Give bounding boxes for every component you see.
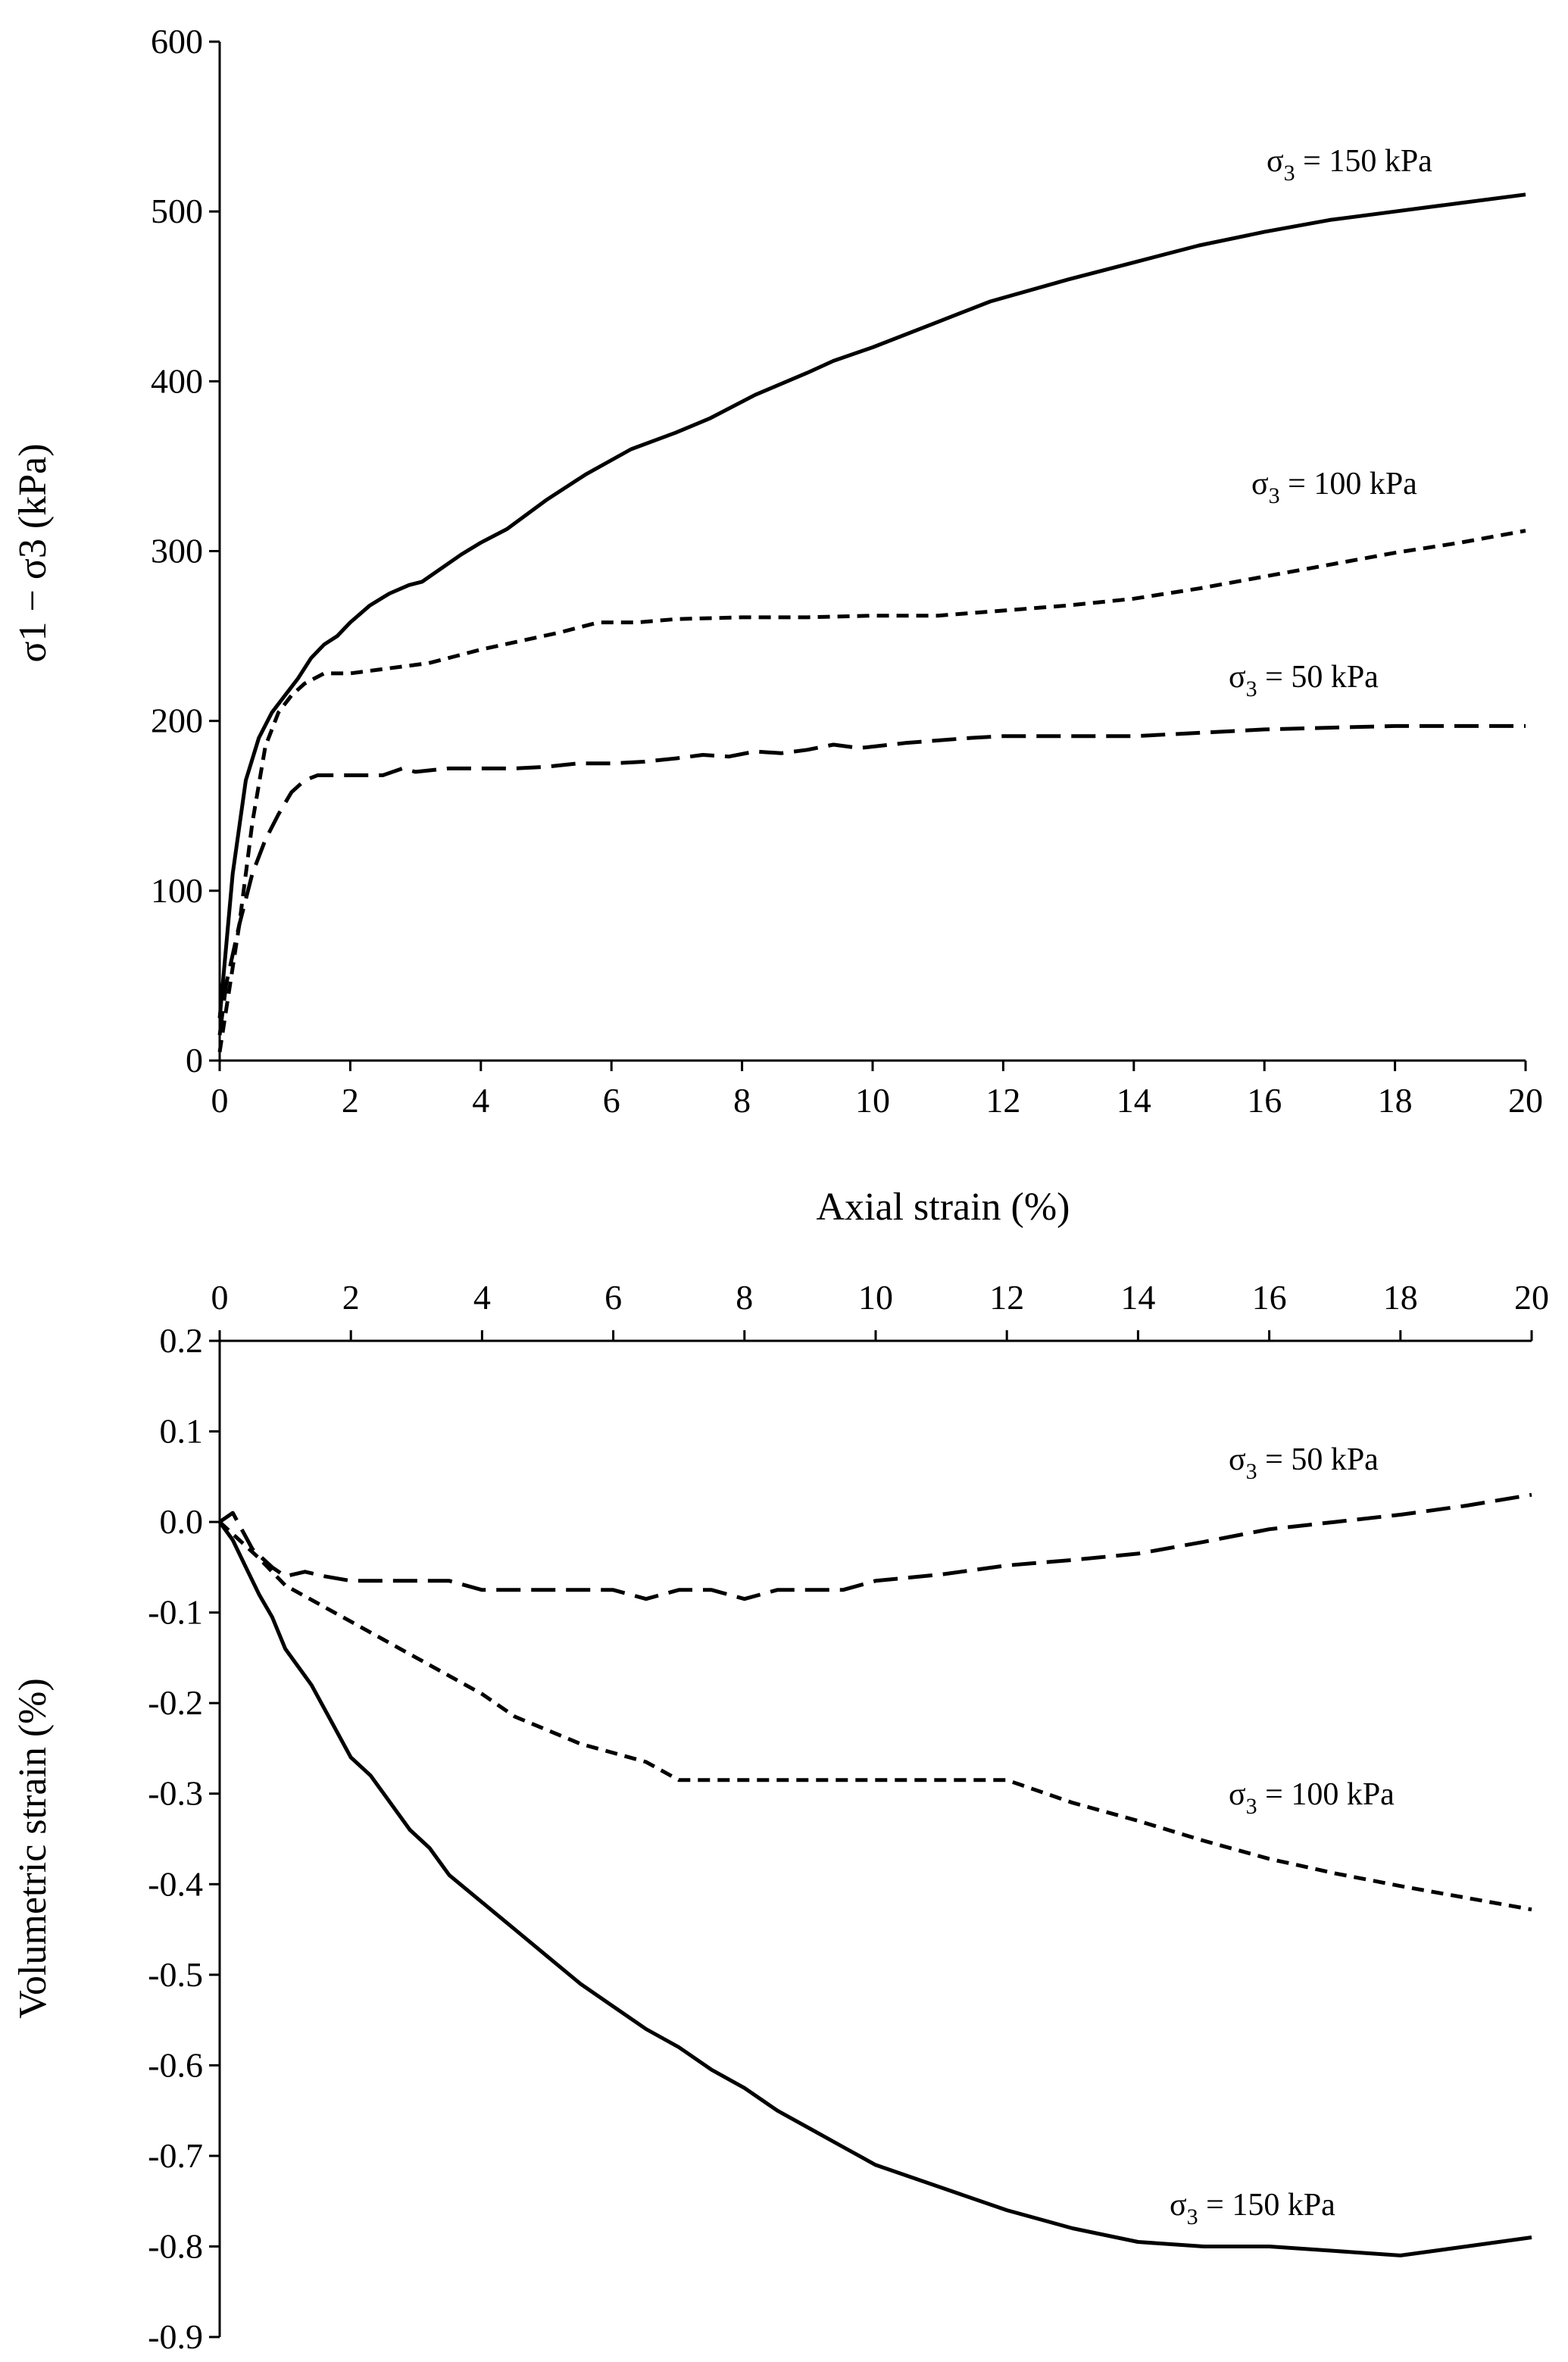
x-tick-label: 20 <box>1508 1081 1543 1120</box>
curve-label-150: σ3 = 150 kPa <box>1267 144 1432 186</box>
x-tick-label: 0 <box>211 1278 229 1317</box>
series-group <box>217 1492 1532 2257</box>
series-line-50kpa <box>218 1492 1532 1601</box>
x-tick-label: 18 <box>1378 1081 1413 1120</box>
series-line-150kpa <box>217 1520 1532 2257</box>
x-tick-label: 4 <box>472 1081 489 1120</box>
curve-label-150: σ3 = 150 kPa <box>1170 2188 1335 2229</box>
y-tick-label: -0.1 <box>148 1593 203 1632</box>
curve-labels: σ3 = 50 kPa σ3 = 100 kPa σ3 = 150 kPa <box>1170 1442 1395 2229</box>
y-tick-label: -0.2 <box>148 1683 203 1722</box>
y-tick-label: 0.1 <box>160 1412 204 1451</box>
x-tick-label: 12 <box>985 1081 1020 1120</box>
x-tick-label: 2 <box>342 1081 359 1120</box>
curve-labels: σ3 = 150 kPa σ3 = 100 kPa σ3 = 50 kPa <box>1229 144 1432 701</box>
curve-label-50: σ3 = 50 kPa <box>1229 1442 1379 1484</box>
series-line-100kpa <box>218 1520 1532 1912</box>
y-tick-label: 100 <box>151 871 203 910</box>
y-tick-label: 0 <box>186 1041 203 1079</box>
x-axis-ticks: 0 2 4 6 8 10 12 14 16 18 20 <box>211 1278 1549 1341</box>
series-line-150kpa <box>217 192 1526 1019</box>
x-tick-label: 0 <box>211 1081 229 1120</box>
y-axis-title: Volumetric strain (%) <box>11 1678 55 2019</box>
y-tick-label: -0.4 <box>148 1864 203 1903</box>
x-axis-ticks: 0 2 4 6 8 10 12 14 16 18 20 <box>211 1061 1543 1120</box>
y-tick-label: 400 <box>151 361 203 400</box>
y-tick-label: -0.9 <box>148 2317 203 2356</box>
x-tick-label: 8 <box>733 1081 751 1120</box>
y-tick-label: -0.7 <box>148 2136 203 2175</box>
y-tick-label: 200 <box>151 701 203 740</box>
volumetric-strain-chart: 0.2 0.1 0.0 -0.1 -0.2 -0.3 -0.4 -0.5 -0.6 -0.7 -0.… <box>11 1278 1549 2356</box>
y-tick-label: 0.2 <box>160 1321 204 1360</box>
stress-strain-chart: 0 100 200 300 400 500 600 0 2 4 6 8 10 12 14 16 18 20 Ax… <box>11 22 1543 1229</box>
x-tick-label: 14 <box>1120 1278 1155 1317</box>
curve-label-100: σ3 = 100 kPa <box>1229 1777 1395 1819</box>
y-tick-label: 300 <box>151 532 203 570</box>
x-tick-label: 20 <box>1514 1278 1549 1317</box>
x-tick-label: 14 <box>1117 1081 1151 1120</box>
x-tick-label: 10 <box>858 1278 893 1317</box>
y-tick-label: 600 <box>151 22 203 61</box>
x-tick-label: 6 <box>603 1081 620 1120</box>
x-tick-label: 6 <box>604 1278 622 1317</box>
x-axis-title: Axial strain (%) <box>816 1186 1070 1229</box>
y-tick-label: -0.6 <box>148 2045 203 2084</box>
y-tick-label: -0.5 <box>148 1955 203 1994</box>
series-line-50kpa <box>217 723 1526 1036</box>
curve-label-100: σ3 = 100 kPa <box>1251 467 1417 508</box>
series-line-100kpa <box>217 529 1526 1053</box>
y-axis-ticks: 0.2 0.1 0.0 -0.1 -0.2 -0.3 -0.4 -0.5 -0.6 -0.7 -0.… <box>148 1321 220 2356</box>
series-group <box>217 192 1526 1053</box>
x-tick-label: 16 <box>1252 1278 1287 1317</box>
y-tick-label: -0.8 <box>148 2226 203 2265</box>
y-axis-ticks: 0 100 200 300 400 500 600 <box>151 22 220 1079</box>
y-axis-title: σ1 − σ3 (kPa) <box>11 443 55 662</box>
curve-label-50: σ3 = 50 kPa <box>1229 660 1379 701</box>
x-tick-label: 16 <box>1247 1081 1282 1120</box>
x-tick-label: 18 <box>1383 1278 1418 1317</box>
x-tick-label: 12 <box>989 1278 1024 1317</box>
x-tick-label: 10 <box>855 1081 890 1120</box>
x-tick-label: 4 <box>473 1278 491 1317</box>
x-tick-label: 2 <box>342 1278 360 1317</box>
y-tick-label: 0.0 <box>160 1502 204 1541</box>
y-tick-label: 500 <box>151 192 203 230</box>
y-tick-label: -0.3 <box>148 1774 203 1813</box>
x-tick-label: 8 <box>736 1278 753 1317</box>
